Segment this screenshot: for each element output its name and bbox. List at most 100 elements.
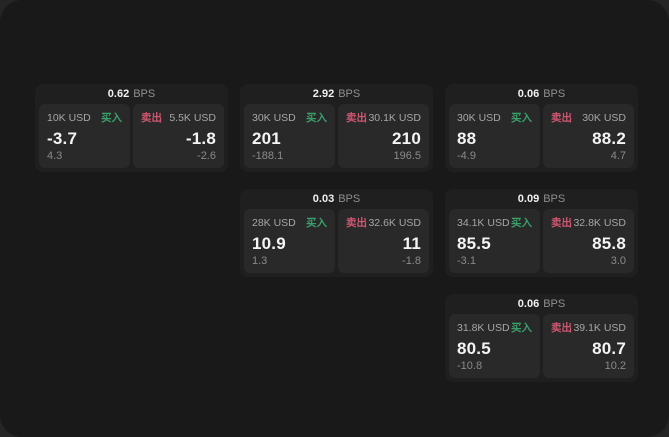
buy-side-label: 买入: [306, 217, 327, 229]
buy-side-label: 买入: [511, 112, 532, 124]
sell-sub-value: 4.7: [610, 150, 626, 162]
sell-panel[interactable]: 卖出 30.1K USD 210 196.5: [338, 104, 429, 168]
sell-panel[interactable]: 卖出 32.8K USD 85.8 3.0: [543, 209, 634, 273]
buy-size-label: 28K USD: [252, 216, 296, 229]
spread-header: 0.06 BPS: [449, 84, 634, 104]
sell-top-row: 卖出 32.6K USD: [346, 215, 421, 230]
sell-side-label: 卖出: [346, 217, 367, 229]
sell-sub-value: -2.6: [197, 150, 216, 162]
buy-sub-value: -188.1: [252, 150, 284, 162]
quote-panels: 31.8K USD 买入 80.5 -10.8 卖出 39.1K USD 80.…: [449, 314, 634, 378]
buy-side-label: 买入: [101, 112, 122, 124]
sell-top-row: 卖出 5.5K USD: [141, 110, 216, 125]
buy-price: 80.5: [457, 338, 491, 358]
quote-panels: 30K USD 买入 88 -4.9 卖出 30K USD 88.2 4.7: [449, 104, 634, 168]
sell-top-row: 卖出 39.1K USD: [551, 320, 626, 335]
buy-price: 88: [457, 128, 477, 148]
quotes-grid: 0.62 BPS 10K USD 买入 -3.7 4.3 卖出 5.5K USD…: [35, 84, 638, 382]
buy-size-label: 10K USD: [47, 111, 91, 124]
buy-sub-value: -4.9: [457, 150, 476, 162]
buy-price: -3.7: [47, 128, 78, 148]
spread-header: 0.62 BPS: [39, 84, 224, 104]
sell-side-label: 卖出: [551, 217, 572, 229]
sell-price: -1.8: [185, 128, 216, 148]
sell-size-label: 32.8K USD: [573, 216, 626, 229]
buy-price: 201: [252, 128, 281, 148]
spread-header: 0.06 BPS: [449, 294, 634, 314]
sell-size-label: 39.1K USD: [573, 321, 626, 334]
quote-panels: 30K USD 买入 201 -188.1 卖出 30.1K USD 210 1…: [244, 104, 429, 168]
buy-sub-value: 4.3: [47, 150, 63, 162]
buy-side-label: 买入: [511, 322, 532, 334]
quote-card: 0.09 BPS 34.1K USD 买入 85.5 -3.1 卖出 32.8K…: [445, 189, 638, 277]
sell-sub-value: -1.8: [402, 255, 421, 267]
sell-side-label: 卖出: [346, 112, 367, 124]
buy-sub-value: -10.8: [457, 360, 483, 372]
sell-sub-value: 3.0: [610, 255, 626, 267]
sell-side-label: 卖出: [141, 112, 162, 124]
buy-price: 85.5: [457, 233, 491, 253]
spread-header: 2.92 BPS: [244, 84, 429, 104]
buy-panel[interactable]: 34.1K USD 买入 85.5 -3.1: [449, 209, 540, 273]
spread-value: 0.62: [107, 88, 130, 100]
bps-unit-label: BPS: [133, 88, 156, 100]
bps-unit-label: BPS: [338, 193, 361, 205]
buy-top-row: 28K USD 买入: [252, 215, 327, 230]
sell-size-label: 30.1K USD: [368, 111, 421, 124]
spread-header: 0.03 BPS: [244, 189, 429, 209]
sell-side-label: 卖出: [551, 112, 572, 124]
bps-unit-label: BPS: [338, 88, 361, 100]
buy-price: 10.9: [252, 233, 286, 253]
sell-panel[interactable]: 卖出 5.5K USD -1.8 -2.6: [133, 104, 224, 168]
sell-price: 88.2: [592, 128, 626, 148]
quote-card: 0.06 BPS 31.8K USD 买入 80.5 -10.8 卖出 39.1…: [445, 294, 638, 382]
quote-card: 0.06 BPS 30K USD 买入 88 -4.9 卖出 30K USD 8…: [445, 84, 638, 172]
sell-size-label: 30K USD: [582, 111, 626, 124]
buy-panel[interactable]: 10K USD 买入 -3.7 4.3: [39, 104, 130, 168]
sell-price: 210: [392, 128, 421, 148]
sell-price: 11: [402, 233, 421, 253]
quote-panels: 10K USD 买入 -3.7 4.3 卖出 5.5K USD -1.8 -2.…: [39, 104, 224, 168]
buy-sub-value: -3.1: [457, 255, 476, 267]
sell-panel[interactable]: 卖出 30K USD 88.2 4.7: [543, 104, 634, 168]
buy-size-label: 34.1K USD: [457, 216, 510, 229]
buy-side-label: 买入: [511, 217, 532, 229]
buy-size-label: 30K USD: [457, 111, 501, 124]
sell-side-label: 卖出: [551, 322, 572, 334]
bps-unit-label: BPS: [543, 298, 566, 310]
buy-side-label: 买入: [306, 112, 327, 124]
sell-price: 80.7: [592, 338, 626, 358]
buy-top-row: 34.1K USD 买入: [457, 215, 532, 230]
buy-panel[interactable]: 30K USD 买入 88 -4.9: [449, 104, 540, 168]
buy-top-row: 30K USD 买入: [252, 110, 327, 125]
sell-size-label: 5.5K USD: [169, 111, 216, 124]
spread-value: 2.92: [312, 88, 335, 100]
quote-panels: 34.1K USD 买入 85.5 -3.1 卖出 32.8K USD 85.8…: [449, 209, 634, 273]
sell-sub-value: 196.5: [393, 150, 421, 162]
buy-top-row: 31.8K USD 买入: [457, 320, 532, 335]
quote-card: 0.62 BPS 10K USD 买入 -3.7 4.3 卖出 5.5K USD…: [35, 84, 228, 172]
quote-panels: 28K USD 买入 10.9 1.3 卖出 32.6K USD 11 -1.8: [244, 209, 429, 273]
sell-price: 85.8: [592, 233, 626, 253]
buy-top-row: 30K USD 买入: [457, 110, 532, 125]
buy-panel[interactable]: 28K USD 买入 10.9 1.3: [244, 209, 335, 273]
sell-top-row: 卖出 30.1K USD: [346, 110, 421, 125]
sell-sub-value: 10.2: [604, 360, 626, 372]
buy-panel[interactable]: 30K USD 买入 201 -188.1: [244, 104, 335, 168]
spread-value: 0.03: [312, 193, 335, 205]
sell-panel[interactable]: 卖出 32.6K USD 11 -1.8: [338, 209, 429, 273]
sell-size-label: 32.6K USD: [368, 216, 421, 229]
buy-size-label: 31.8K USD: [457, 321, 510, 334]
buy-sub-value: 1.3: [252, 255, 268, 267]
spread-value: 0.06: [517, 298, 540, 310]
quote-card: 0.03 BPS 28K USD 买入 10.9 1.3 卖出 32.6K US…: [240, 189, 433, 277]
bps-unit-label: BPS: [543, 88, 566, 100]
buy-top-row: 10K USD 买入: [47, 110, 122, 125]
sell-panel[interactable]: 卖出 39.1K USD 80.7 10.2: [543, 314, 634, 378]
sell-top-row: 卖出 30K USD: [551, 110, 626, 125]
buy-size-label: 30K USD: [252, 111, 296, 124]
sell-top-row: 卖出 32.8K USD: [551, 215, 626, 230]
buy-panel[interactable]: 31.8K USD 买入 80.5 -10.8: [449, 314, 540, 378]
spread-value: 0.06: [517, 88, 540, 100]
